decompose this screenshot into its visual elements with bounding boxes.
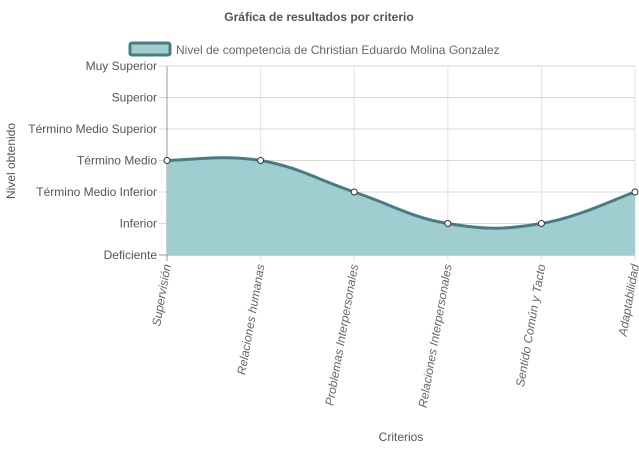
- y-tick-label: Término Medio Inferior: [36, 185, 157, 199]
- x-axis-ticks: Supervisión Relaciones humanas Problemas I…: [149, 263, 639, 409]
- y-tick-label: Término Medio: [77, 154, 157, 168]
- legend-label: Nivel de competencia de Christian Eduard…: [176, 43, 500, 57]
- legend[interactable]: Nivel de competencia de Christian Eduard…: [128, 41, 500, 57]
- chart-title: Gráfica de resultados por criterio: [224, 10, 413, 24]
- data-series: [163, 156, 639, 255]
- y-tick-label: Muy Superior: [86, 59, 157, 73]
- y-tick-label: Deficiente: [104, 248, 158, 262]
- data-point[interactable]: [350, 188, 358, 196]
- y-axis-label: Nivel obtenido: [4, 123, 18, 199]
- data-point[interactable]: [257, 157, 265, 164]
- y-tick-label: Superior: [112, 91, 157, 105]
- x-tick-label: Sentido Común y Tacto: [513, 263, 548, 388]
- series-line: [166, 156, 636, 230]
- y-tick-label: Término Medio Superior: [28, 122, 157, 136]
- data-point[interactable]: [537, 220, 545, 227]
- data-point[interactable]: [444, 220, 452, 227]
- x-tick-label: Supervisión: [149, 263, 174, 328]
- data-point[interactable]: [631, 188, 639, 196]
- x-tick-label: Adaptabilidad: [615, 263, 639, 338]
- series-area: [167, 157, 635, 255]
- y-tick-label: Inferior: [120, 217, 157, 231]
- data-point[interactable]: [163, 157, 171, 164]
- y-axis-ticks: Deficiente Inferior Término Medio Inferior…: [28, 59, 157, 262]
- x-tick-label: Relaciones humanas: [234, 263, 267, 376]
- x-tick-label: Problemas Interpersonales: [322, 263, 361, 407]
- x-tick-label: Relaciones Interpersonales: [416, 263, 455, 409]
- legend-swatch: [128, 41, 172, 57]
- x-axis-label: Criterios: [379, 430, 424, 444]
